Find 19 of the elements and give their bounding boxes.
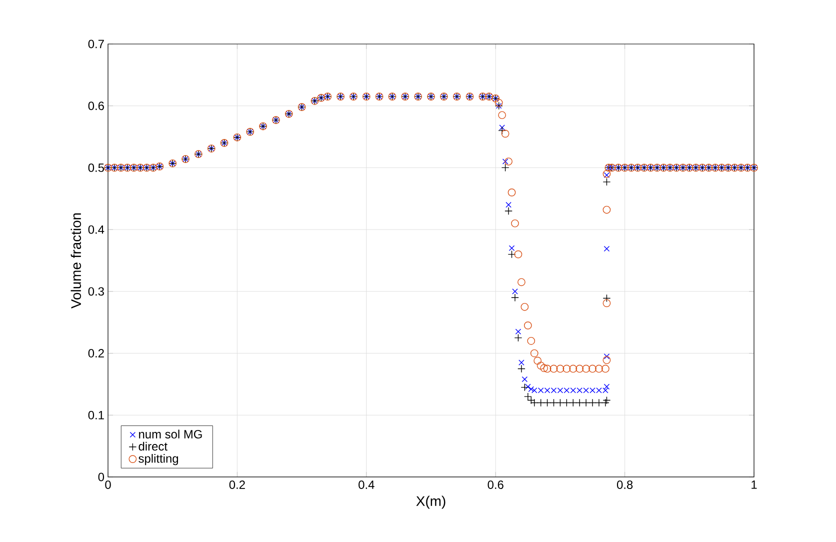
y-tick-label: 0.3	[88, 287, 104, 296]
legend-label: direct	[138, 442, 168, 451]
legend-label: num sol MG	[139, 430, 202, 438]
x-tick-label: 1	[752, 480, 757, 489]
x-tick-label: 0.2	[229, 480, 245, 489]
x-tick-label: 0.8	[616, 480, 633, 489]
legend-label: splitting	[138, 454, 178, 466]
y-tick-label: 0.7	[88, 40, 104, 48]
y-axis-title: Volume fraction	[70, 213, 82, 308]
x-axis-title: X(m)	[416, 496, 446, 509]
y-tick-label: 0	[98, 472, 104, 482]
x-tick-label: 0	[105, 480, 111, 489]
y-tick-label: 0.6	[88, 102, 104, 110]
x-tick-label: 0.4	[358, 480, 374, 489]
y-tick-label: 0.1	[88, 410, 104, 420]
y-tick-label: 0.5	[88, 163, 104, 172]
y-tick-label: 0.4	[88, 225, 104, 234]
x-tick-label: 0.6	[488, 480, 504, 489]
y-tick-label: 0.2	[88, 349, 104, 358]
